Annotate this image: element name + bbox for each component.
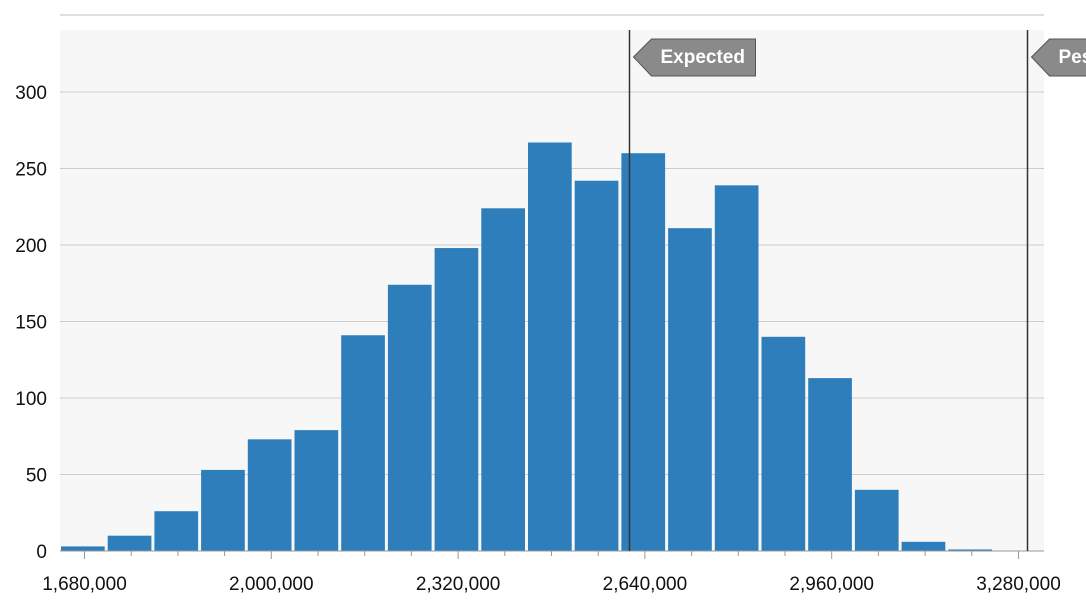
histogram-bar [762, 337, 806, 551]
histogram-bar [154, 511, 198, 551]
histogram-bar [481, 208, 525, 551]
histogram-bar [201, 470, 245, 551]
x-tick-label: 2,960,000 [789, 574, 874, 595]
histogram-bar [61, 546, 105, 551]
x-axis: 1,680,000 2,000,000 2,320,000 2,640,000 2,96… [42, 551, 1061, 595]
y-tick-label: 250 [15, 160, 47, 181]
histogram-bar [808, 378, 852, 551]
x-tick-label: 2,000,000 [229, 574, 314, 595]
histogram-bar [715, 185, 759, 551]
y-tick-label: 0 [36, 542, 47, 563]
histogram-bar [668, 228, 712, 551]
x-tick-label: 2,320,000 [416, 574, 501, 595]
histogram-bar [435, 248, 479, 551]
histogram-bar [621, 153, 665, 551]
y-tick-label: 50 [26, 466, 47, 487]
histogram-bar [855, 490, 899, 551]
x-tick-label: 2,640,000 [603, 574, 688, 595]
x-tick-label: 3,280,000 [976, 574, 1061, 595]
histogram-bar [902, 542, 946, 551]
y-tick-label: 100 [15, 389, 47, 410]
x-tick-label: 1,680,000 [42, 574, 127, 595]
histogram-bar [248, 439, 292, 551]
histogram-bar [341, 335, 385, 551]
histogram-bar [528, 142, 572, 551]
y-tick-label: 300 [15, 83, 47, 104]
pess-label: Pess [1059, 47, 1086, 68]
histogram-bar [575, 181, 619, 551]
y-tick-label: 200 [15, 236, 47, 257]
y-axis: 0 50 100 150 200 250 300 [15, 83, 47, 563]
histogram-bar [388, 285, 432, 551]
expected-label: Expected [661, 47, 745, 68]
histogram-bar [295, 430, 339, 551]
histogram-bar [108, 536, 152, 551]
y-tick-label: 150 [15, 313, 47, 334]
